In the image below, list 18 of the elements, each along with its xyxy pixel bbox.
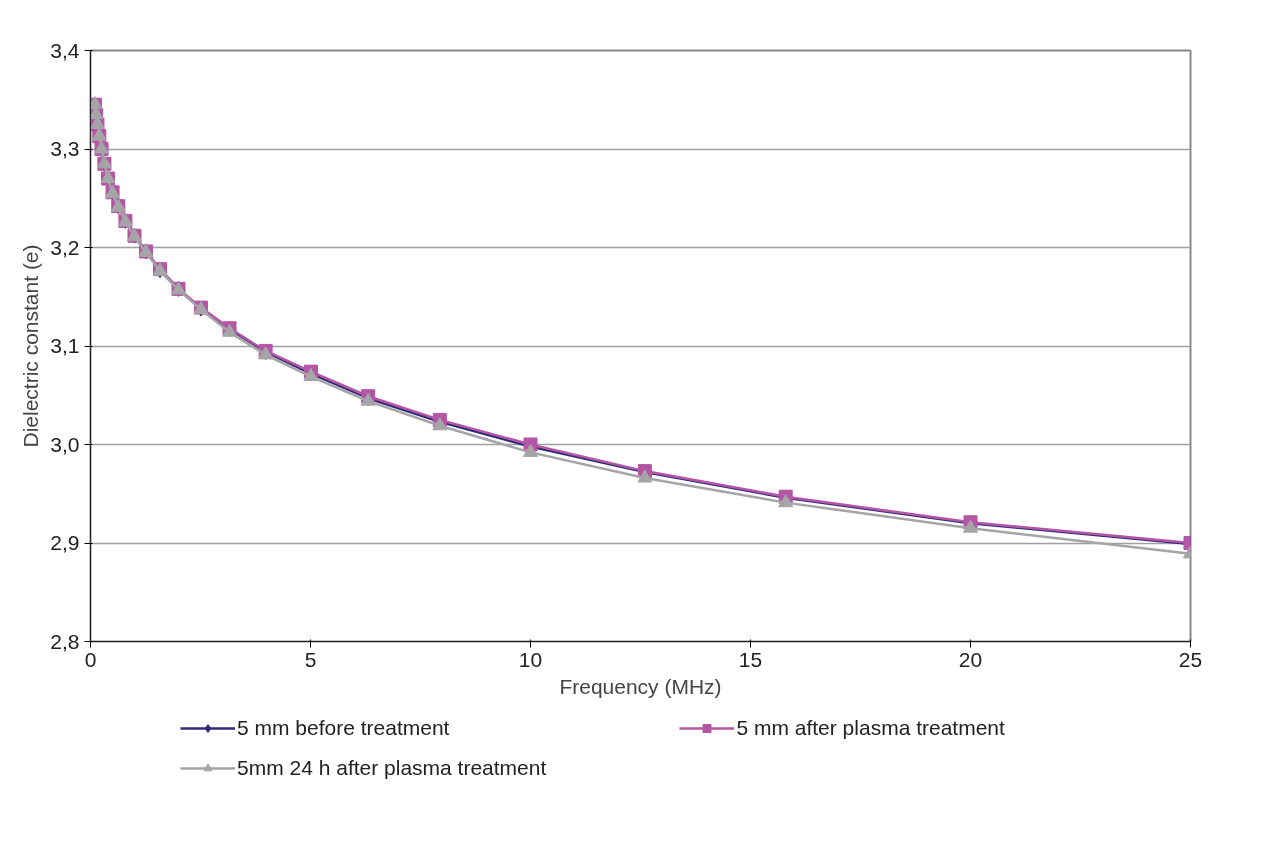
x-axis-title: Frequency (MHz): [559, 674, 722, 698]
y-tick-label: 2,9: [50, 531, 80, 554]
x-tick-label: 0: [84, 647, 97, 671]
y-axis-title: Dielectric constant (e): [19, 244, 43, 448]
legend-label: 5 mm after plasma treatment: [736, 716, 1005, 740]
legend-label: 5mm 24 h after plasma treatment: [237, 756, 547, 780]
x-tick-label: 15: [738, 647, 763, 671]
x-tick-label: 25: [1178, 647, 1203, 671]
legend-label: 5 mm before treatment: [237, 716, 450, 740]
y-tick-label: 3,2: [50, 235, 80, 259]
y-tick-label: 3,0: [50, 432, 80, 456]
y-tick-label: 3,3: [50, 137, 80, 160]
x-tick-label: 10: [518, 647, 543, 671]
x-tick-label: 20: [958, 647, 983, 671]
y-tick-label: 3,4: [50, 38, 80, 62]
y-tick-label: 2,8: [50, 629, 80, 653]
x-tick-label: 5: [304, 647, 317, 671]
y-tick-label: 3,1: [50, 334, 80, 357]
